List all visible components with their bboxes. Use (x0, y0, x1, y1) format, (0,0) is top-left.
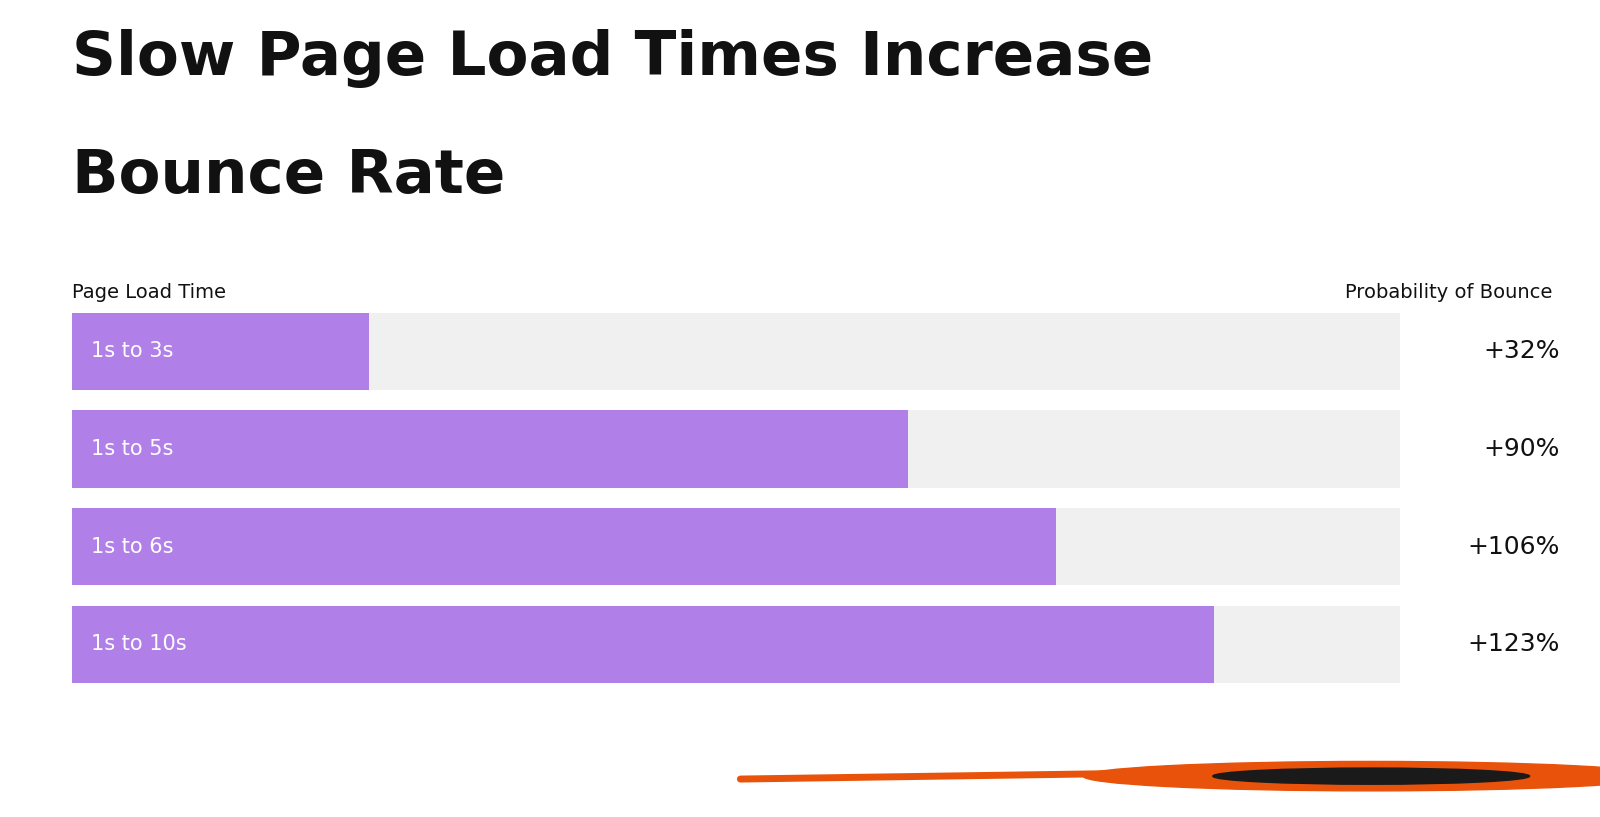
Bar (72, 313, 1400, 390)
Bar (72, 606, 1400, 683)
Text: Page Load Time: Page Load Time (72, 283, 226, 302)
Bar (72, 508, 1056, 585)
Circle shape (1083, 761, 1600, 791)
FancyArrowPatch shape (741, 773, 1138, 779)
Text: Probability of Bounce: Probability of Bounce (1344, 283, 1552, 302)
Text: +90%: +90% (1483, 437, 1560, 461)
Text: semrush.com: semrush.com (64, 766, 195, 786)
Text: 1s to 6s: 1s to 6s (91, 537, 174, 556)
Text: Bounce Rate: Bounce Rate (72, 147, 506, 206)
Text: +32%: +32% (1483, 339, 1560, 363)
Text: +106%: +106% (1467, 534, 1560, 559)
Bar (72, 606, 1214, 683)
Text: 1s to 10s: 1s to 10s (91, 635, 187, 654)
Text: Slow Page Load Times Increase: Slow Page Load Times Increase (72, 29, 1154, 88)
Text: 1s to 3s: 1s to 3s (91, 342, 173, 361)
Text: +123%: +123% (1467, 632, 1560, 657)
Bar (72, 410, 907, 488)
Bar (72, 410, 1400, 488)
Bar (72, 313, 370, 390)
Circle shape (1213, 768, 1530, 784)
Bar (72, 508, 1400, 585)
Text: 1s to 5s: 1s to 5s (91, 439, 173, 459)
